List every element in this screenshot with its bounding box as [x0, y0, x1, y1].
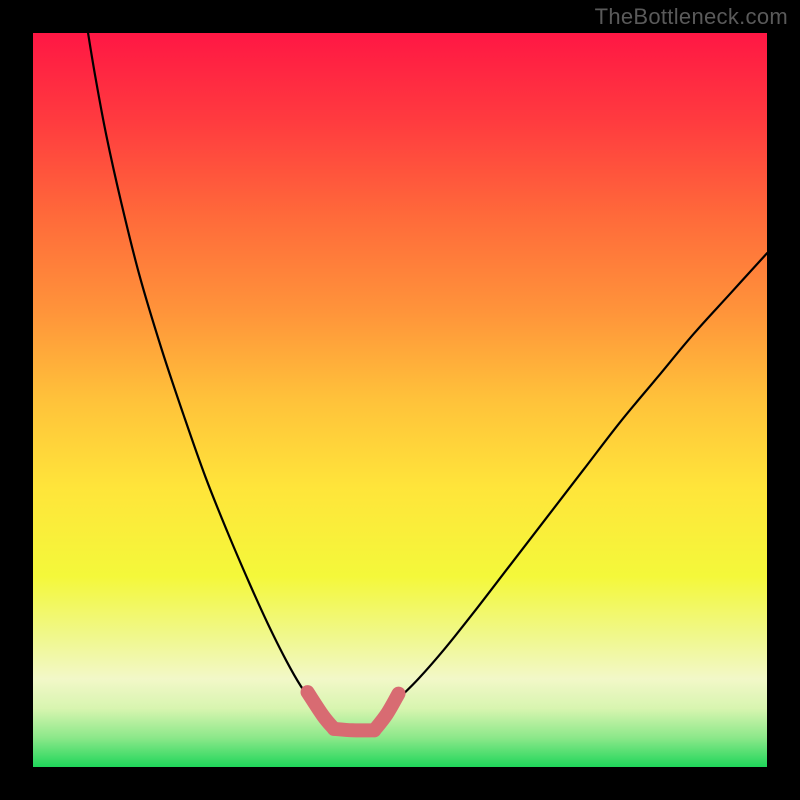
chart-svg — [33, 33, 767, 767]
watermark-text: TheBottleneck.com — [595, 4, 788, 30]
plot-area — [33, 33, 767, 767]
gradient-background — [33, 33, 767, 767]
